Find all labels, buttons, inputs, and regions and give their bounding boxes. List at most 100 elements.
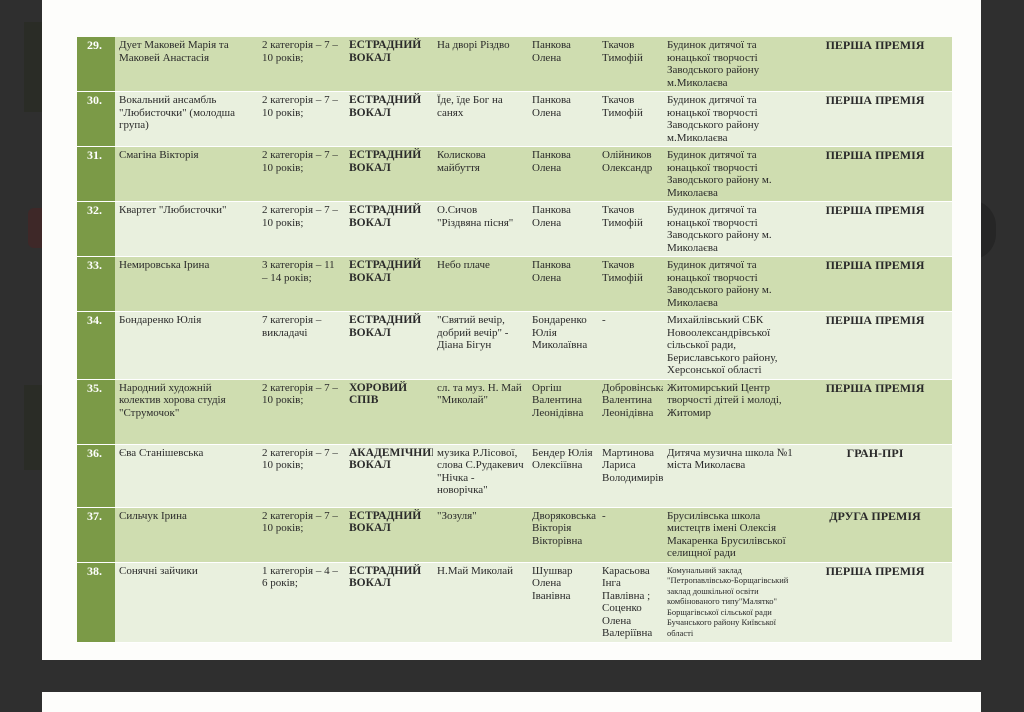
participant-name-cell: Єва Станішевська [115,444,258,508]
accompanist-cell: Ткачов Тимофій [598,91,663,147]
table-row: 35. Народний художній колектив хорова сту… [77,379,952,445]
table-row: 36. Єва Станішевська 2 категорія – 7 – 10 … [77,444,952,508]
institution-cell: Будинок дитячої та юнацької творчості За… [663,91,798,147]
row-number-cell: 35. [77,379,115,445]
award-cell: ПЕРША ПРЕМІЯ [798,37,952,92]
teacher-cell: Панкова Олена [528,37,598,92]
teacher-cell: Оргіш Валентина Леонідівна [528,379,598,445]
accompanist-cell: Ткачов Тимофій [598,256,663,312]
award-cell: ПЕРША ПРЕМІЯ [798,379,952,445]
institution-cell: Житомирський Центр творчості дітей і мол… [663,379,798,445]
row-number-cell: 34. [77,311,115,380]
row-number-cell: 29. [77,37,115,92]
institution-cell: Будинок дитячої та юнацької творчості За… [663,201,798,257]
participant-name-cell: Сонячні зайчики [115,562,258,643]
age-category-cell: 2 категорія – 7 – 10 років; [258,146,345,202]
institution-cell: Михайлівський СБК Новоолександрівської с… [663,311,798,380]
institution-cell: Будинок дитячої та юнацької творчості За… [663,256,798,312]
song-title-cell: музика Р.Лісової, слова С.Рудакевич "Ніч… [433,444,528,508]
participant-name-cell: Народний художній колектив хорова студія… [115,379,258,445]
table-row: 31. Смагіна Вікторія 2 категорія – 7 – 10 … [77,146,952,202]
institution-cell: Будинок дитячої та юнацької творчості За… [663,146,798,202]
table-row: 38. Сонячні зайчики 1 категорія – 4 – 6 ро… [77,562,952,643]
age-category-cell: 2 категорія – 7 – 10 років; [258,379,345,445]
table-row: 29. Дует Маковей Марія та Маковей Анастас… [77,37,952,92]
teacher-cell: Бондаренко Юлія Миколаївна [528,311,598,380]
genre-cell: ЕСТРАДНИЙ ВОКАЛ [345,37,433,92]
table-row: 33. Немировська Ірина 3 категорія – 11 – 1… [77,256,952,312]
institution-cell: Будинок дитячої та юнацької творчості За… [663,37,798,92]
table-row: 37. Сильчук Ірина 2 категорія – 7 – 10 рок… [77,507,952,563]
background-button [28,208,42,248]
award-cell: ПЕРША ПРЕМІЯ [798,201,952,257]
row-number-cell: 38. [77,562,115,643]
participant-name-cell: Дует Маковей Марія та Маковей Анастасія [115,37,258,92]
accompanist-cell: Карасьова Інга Павлівна ; Соценко Олена … [598,562,663,643]
song-title-cell: Колискова майбуття [433,146,528,202]
teacher-cell: Бендер Юлія Олексіївна [528,444,598,508]
song-title-cell: Н.Май Миколай [433,562,528,643]
song-title-cell: сл. та муз. Н. Май "Миколай" [433,379,528,445]
document-page: 29. Дует Маковей Марія та Маковей Анастас… [42,0,981,660]
background-page-block [24,385,42,470]
age-category-cell: 7 категорія – викладачі [258,311,345,380]
age-category-cell: 2 категорія – 7 – 10 років; [258,37,345,92]
accompanist-cell: - [598,311,663,380]
teacher-cell: Панкова Олена [528,91,598,147]
genre-cell: ЕСТРАДНИЙ ВОКАЛ [345,507,433,563]
accompanist-cell: Добровінська Валентина Леонідівна [598,379,663,445]
song-title-cell: "Святий вечір, добрий вечір" - Діана Біг… [433,311,528,380]
table-row: 34. Бондаренко Юлія 7 категорія – викладач… [77,311,952,380]
song-title-cell: Небо плаче [433,256,528,312]
institution-cell: Дитяча музична школа №1 міста Миколаєва [663,444,798,508]
participant-name-cell: Немировська Ірина [115,256,258,312]
genre-cell: ЕСТРАДНИЙ ВОКАЛ [345,256,433,312]
row-number-cell: 37. [77,507,115,563]
teacher-cell: Панкова Олена [528,256,598,312]
award-cell: ПЕРША ПРЕМІЯ [798,91,952,147]
accompanist-cell: Олійников Олександр [598,146,663,202]
accompanist-cell: Мартинова Лариса Володимирівна [598,444,663,508]
row-number-cell: 30. [77,91,115,147]
song-title-cell: На дворі Різдво [433,37,528,92]
teacher-cell: Панкова Олена [528,201,598,257]
row-number-cell: 36. [77,444,115,508]
age-category-cell: 2 категорія – 7 – 10 років; [258,91,345,147]
age-category-cell: 3 категорія – 11 – 14 років; [258,256,345,312]
table-row: 32. Квартет "Любисточки" 2 категорія – 7 –… [77,201,952,257]
institution-cell: Комунальний заклад "Петропавлівсько-Борщ… [663,562,798,643]
award-cell: ПЕРША ПРЕМІЯ [798,562,952,643]
song-title-cell: "Зозуля" [433,507,528,563]
genre-cell: ЕСТРАДНИЙ ВОКАЛ [345,201,433,257]
table-row: 30. Вокальний ансамбль "Любисточки" (моло… [77,91,952,147]
song-title-cell: Їде, їде Бог на санях [433,91,528,147]
next-document-page [42,692,981,712]
genre-cell: АКАДЕМІЧНИЙ ВОКАЛ [345,444,433,508]
accompanist-cell: - [598,507,663,563]
genre-cell: ЕСТРАДНИЙ ВОКАЛ [345,562,433,643]
row-number-cell: 33. [77,256,115,312]
institution-cell: Брусилівська школа мистецтв імені Олексі… [663,507,798,563]
accompanist-cell: Ткачов Тимофій [598,201,663,257]
participant-name-cell: Сильчук Ірина [115,507,258,563]
genre-cell: ЕСТРАДНИЙ ВОКАЛ [345,311,433,380]
participant-name-cell: Бондаренко Юлія [115,311,258,380]
teacher-cell: Панкова Олена [528,146,598,202]
background-page-block [24,22,42,112]
participant-name-cell: Квартет "Любисточки" [115,201,258,257]
award-cell: ГРАН-ПРІ [798,444,952,508]
row-number-cell: 31. [77,146,115,202]
genre-cell: ЕСТРАДНИЙ ВОКАЛ [345,91,433,147]
genre-cell: ЕСТРАДНИЙ ВОКАЛ [345,146,433,202]
results-table: 29. Дует Маковей Марія та Маковей Анастас… [77,37,952,643]
participant-name-cell: Смагіна Вікторія [115,146,258,202]
song-title-cell: О.Сичов "Різдвяна пісня" [433,201,528,257]
age-category-cell: 2 категорія – 7 – 10 років; [258,201,345,257]
age-category-cell: 2 категорія – 7 – 10 років; [258,507,345,563]
age-category-cell: 2 категорія – 7 – 10 років; [258,444,345,508]
genre-cell: ХОРОВИЙ СПІВ [345,379,433,445]
teacher-cell: Дворяковська Вікторія Вікторівна [528,507,598,563]
accompanist-cell: Ткачов Тимофій [598,37,663,92]
award-cell: ПЕРША ПРЕМІЯ [798,311,952,380]
award-cell: ПЕРША ПРЕМІЯ [798,146,952,202]
